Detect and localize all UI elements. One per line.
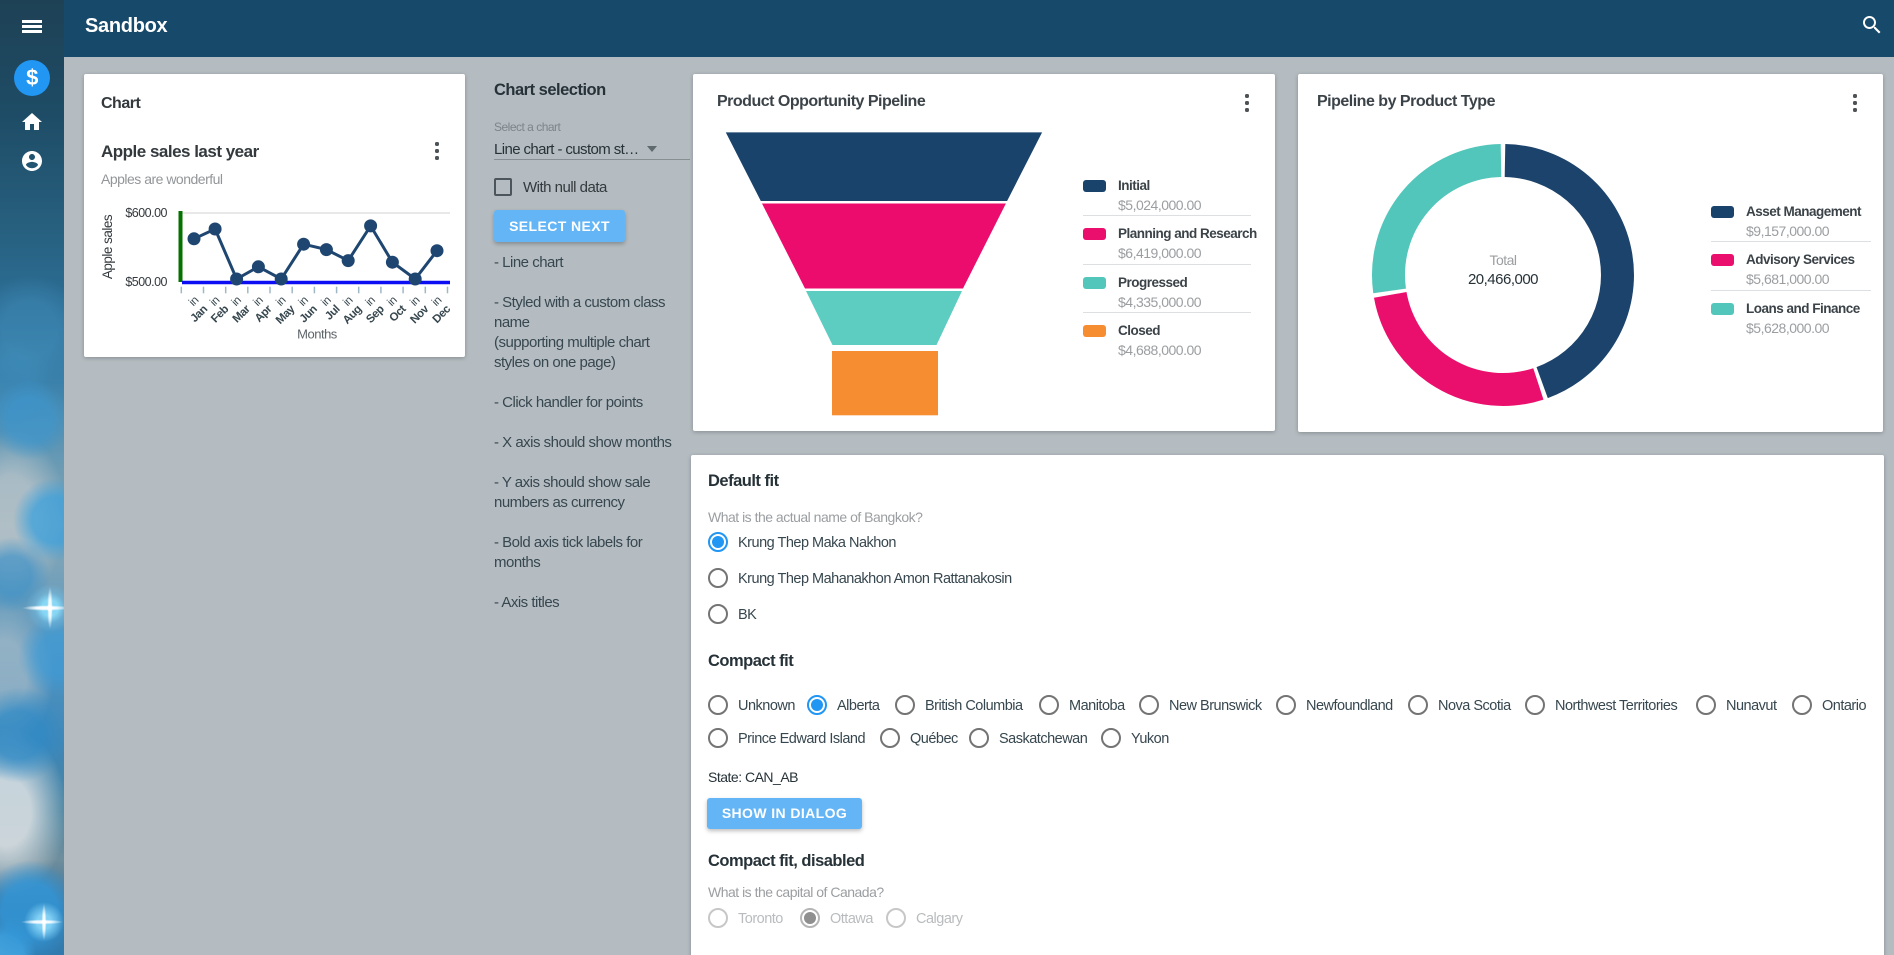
svg-text:inJan: inJan [180, 294, 211, 325]
svg-text:Apple sales: Apple sales [100, 214, 115, 279]
svg-text:$600.00: $600.00 [125, 206, 167, 220]
svg-text:$500.00: $500.00 [125, 275, 167, 289]
svg-text:Months: Months [297, 327, 338, 342]
svg-text:inJul: inJul [314, 294, 342, 322]
